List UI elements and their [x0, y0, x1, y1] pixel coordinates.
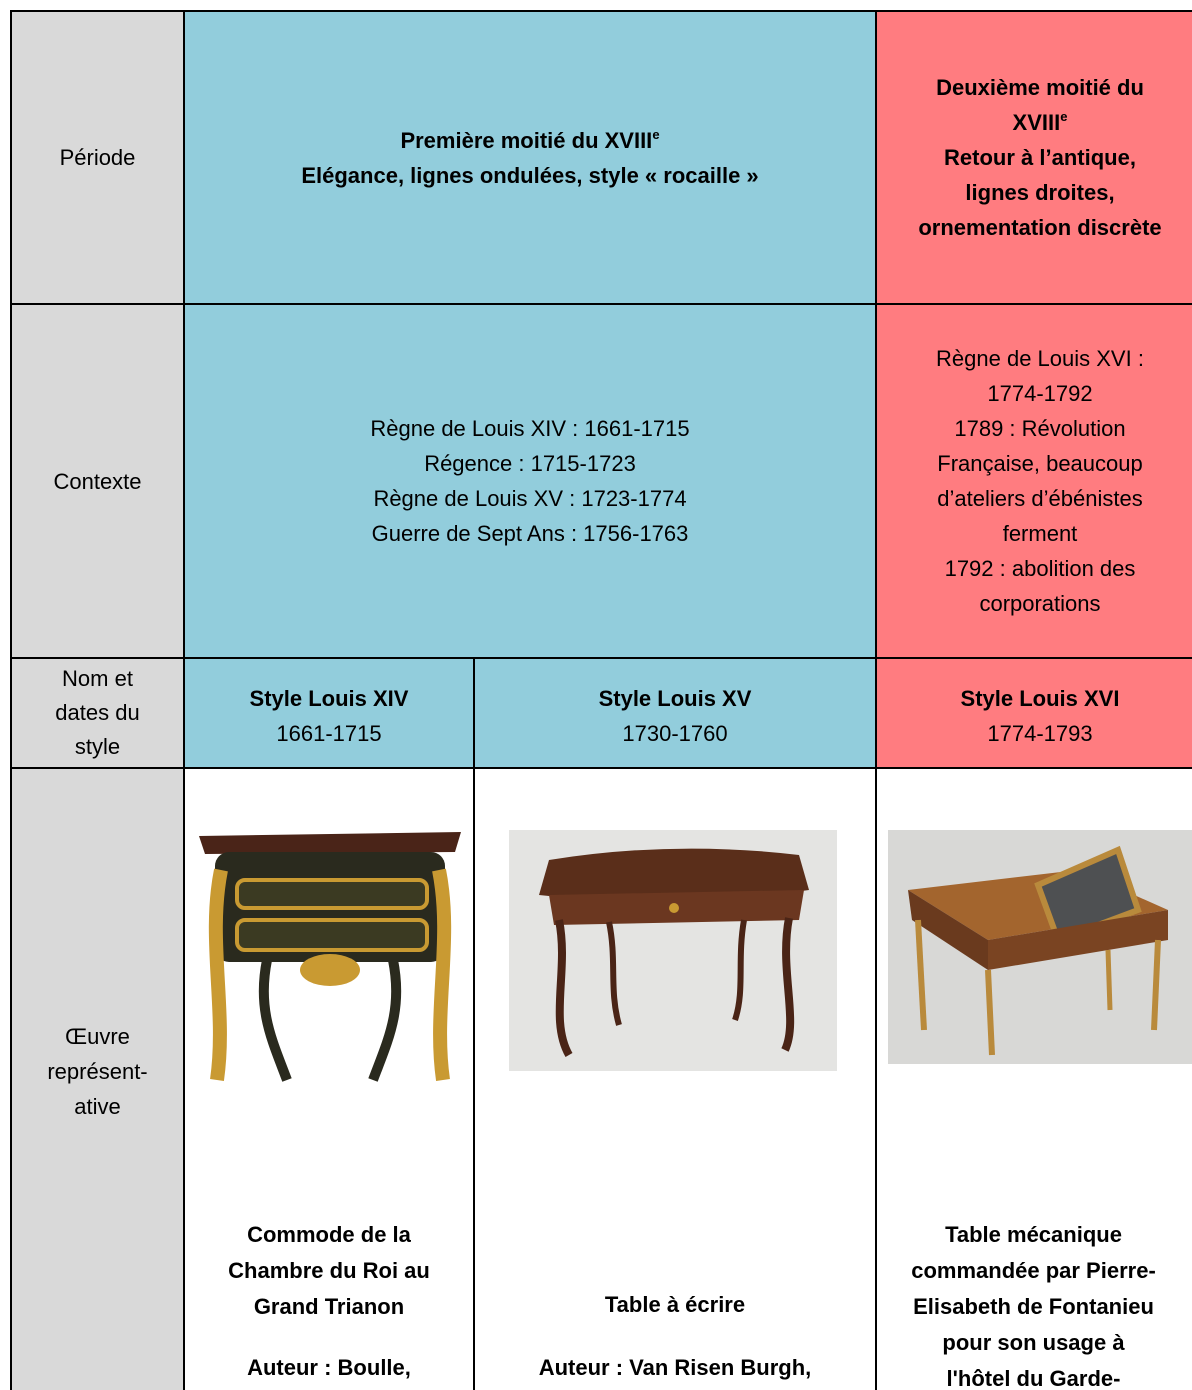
title-line: Elisabeth de Fontanieu	[913, 1294, 1154, 1319]
text-line: Française, beaucoup	[937, 451, 1143, 476]
text: XVIII	[1012, 110, 1061, 135]
artwork-title: Table mécanique commandée par Pierre- El…	[875, 1217, 1192, 1390]
title-line: commandée par Pierre-	[911, 1258, 1156, 1283]
text-line: Règne de Louis XV : 1723-1774	[373, 486, 687, 511]
style-cell: Style Louis XV 1730-1760	[473, 657, 877, 769]
label-line: Nom et	[62, 666, 133, 691]
text-line: corporations	[979, 591, 1101, 616]
title-line: Grand Trianon	[253, 1294, 405, 1319]
furniture-image	[888, 830, 1192, 1064]
text-line: Règne de Louis XVI :	[936, 346, 1144, 371]
style-name: Style Louis XVI	[960, 686, 1120, 711]
text-line: XVIIIe	[1013, 105, 1068, 140]
style-cell: Style Louis XVI 1774-1793	[875, 657, 1192, 769]
style-dates: 1774-1793	[987, 721, 1093, 746]
style-cell: Style Louis XIV 1661-1715	[183, 657, 475, 769]
style-dates: 1730-1760	[622, 721, 728, 746]
title-line: Commode de la	[247, 1222, 411, 1247]
text-line: lignes droites,	[965, 180, 1115, 205]
style-dates: 1661-1715	[276, 721, 382, 746]
title-line: Table mécanique	[945, 1222, 1122, 1247]
superscript: e	[1060, 109, 1068, 124]
text-line: d’ateliers d’ébénistes	[937, 486, 1143, 511]
text-line: Règne de Louis XIV : 1661-1715	[370, 416, 690, 441]
text-line: 1789 : Révolution	[954, 416, 1126, 441]
text-line: Guerre de Sept Ans : 1756-1763	[371, 521, 689, 546]
text: Première moitié du XVIII	[400, 127, 653, 153]
period-cell: Deuxième moitié du XVIIIe Retour à l’ant…	[875, 10, 1192, 305]
label-line: Période	[59, 145, 136, 170]
context-cell: Règne de Louis XVI : 1774-1792 1789 : Révo…	[875, 303, 1192, 659]
text-line: ferment	[1002, 521, 1078, 546]
label-line: représent-	[47, 1058, 148, 1084]
text-line: 1792 : abolition des	[944, 556, 1136, 581]
row-label: Contexte	[10, 303, 185, 659]
superscript: e	[652, 126, 660, 142]
text-line: Deuxième moitié du	[936, 75, 1144, 100]
style-name: Style Louis XIV	[249, 686, 409, 711]
row-label: Nom et dates du style	[10, 657, 185, 769]
period-cell: Première moitié du XVIIIe Elégance, lign…	[183, 10, 877, 305]
artwork-title: Commode de la Chambre du Roi au Grand Tr…	[183, 1217, 475, 1325]
label-line: ative	[74, 1093, 121, 1119]
text-line: ornementation discrète	[918, 215, 1162, 240]
artwork-author: Auteur : Van Risen Burgh,	[538, 1355, 812, 1380]
label-line: style	[74, 734, 121, 759]
title-line: pour son usage à	[942, 1330, 1125, 1355]
label-line: dates du	[55, 700, 140, 725]
text-line: 1774-1792	[987, 381, 1093, 406]
title-line: Table à écrire	[604, 1292, 746, 1317]
furniture-image	[197, 830, 463, 1095]
text-line: Elégance, lignes ondulées, style « rocai…	[301, 162, 759, 188]
row-label: Période	[10, 10, 185, 305]
furniture-image	[509, 830, 837, 1071]
context-cell: Règne de Louis XIV : 1661-1715 Régence : …	[183, 303, 877, 659]
text-line: Retour à l’antique,	[944, 145, 1136, 170]
title-line: l'hôtel du Garde-	[946, 1366, 1121, 1390]
text-line: Régence : 1715-1723	[424, 451, 636, 476]
label-line: Contexte	[53, 468, 142, 494]
artwork-title: Table à écrire	[473, 1287, 877, 1323]
artwork-cell	[875, 767, 1192, 1390]
label-line: Œuvre	[65, 1023, 130, 1049]
row-label: Œuvre représent- ative	[10, 767, 185, 1390]
artwork-author: Auteur : Boulle,	[247, 1355, 411, 1380]
text-line: Première moitié du XVIIIe	[400, 123, 659, 158]
style-name: Style Louis XV	[598, 686, 752, 711]
title-line: Chambre du Roi au	[228, 1258, 430, 1283]
